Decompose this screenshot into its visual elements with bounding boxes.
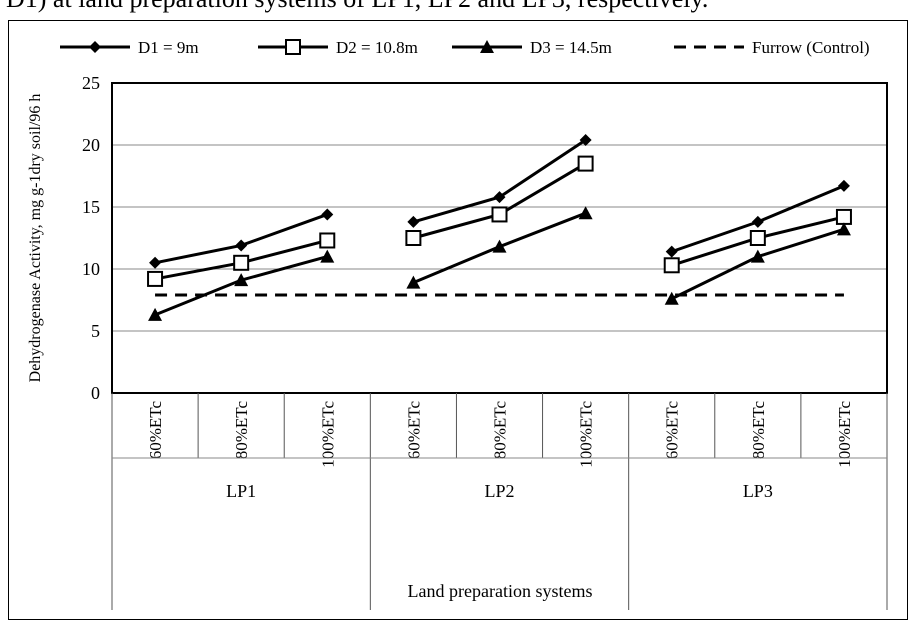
legend: D1 = 9m D2 = 10.8m D3 = 14.5m Furrow (Contr… xyxy=(60,38,870,57)
data-point xyxy=(579,134,592,147)
x-tick-label: 100%ETc xyxy=(835,401,854,468)
data-point xyxy=(235,239,248,252)
data-point xyxy=(751,215,764,228)
data-point xyxy=(493,191,506,204)
y-tick-label: 20 xyxy=(82,135,100,155)
group-label: LP2 xyxy=(484,481,514,501)
data-point xyxy=(663,257,680,274)
group-label: LP3 xyxy=(743,481,773,501)
data-point xyxy=(234,273,249,287)
x-tick-label: 100%ETc xyxy=(577,401,596,468)
data-point xyxy=(233,254,250,271)
series-3 xyxy=(148,206,851,321)
data-point xyxy=(664,291,679,305)
y-tick-label: 15 xyxy=(82,197,100,217)
gridlines xyxy=(112,144,887,332)
data-point xyxy=(320,249,335,263)
legend-label: D3 = 14.5m xyxy=(530,38,612,57)
legend-label: Furrow (Control) xyxy=(752,38,870,57)
legend-label: D2 = 10.8m xyxy=(336,38,418,57)
data-point xyxy=(149,256,162,269)
data-series xyxy=(147,134,852,321)
y-axis-label: Dehydrogenase Activity, mg g-1dry soil/9… xyxy=(27,94,44,383)
legend-marker xyxy=(480,40,494,53)
y-tick-label: 5 xyxy=(91,321,100,341)
x-axis-label: Land preparation systems xyxy=(408,581,593,601)
x-tick-label: 80%ETc xyxy=(232,401,251,460)
data-point xyxy=(837,179,850,192)
data-point xyxy=(406,275,421,289)
data-point xyxy=(491,206,508,223)
figure-caption: D1) at land preparation systems of LP1, … xyxy=(6,0,708,14)
y-tick-label: 25 xyxy=(82,73,100,93)
x-tick-label: 60%ETc xyxy=(663,401,682,460)
data-point xyxy=(577,155,594,172)
data-point xyxy=(665,245,678,258)
legend-item: D1 = 9m xyxy=(60,38,199,57)
legend-item: Furrow (Control) xyxy=(674,38,870,57)
x-tick-label: 60%ETc xyxy=(146,401,165,460)
data-point xyxy=(835,208,852,225)
plot-area-border xyxy=(111,82,888,394)
x-tick-label: 100%ETc xyxy=(318,401,337,468)
x-tick-label: 60%ETc xyxy=(404,401,423,460)
axes: 0 5 10 15 20 25 60%ETc 80%ETc 100%ETc 60%ETc 80%ET… xyxy=(82,73,888,610)
data-point xyxy=(148,307,163,321)
legend-marker xyxy=(285,39,301,55)
y-tick-label: 10 xyxy=(82,259,100,279)
x-tick-label: 80%ETc xyxy=(749,401,768,460)
y-tick-label: 0 xyxy=(91,383,100,403)
data-point xyxy=(750,249,765,263)
legend-label: D1 = 9m xyxy=(138,38,199,57)
data-point xyxy=(405,230,422,246)
data-point xyxy=(321,208,334,221)
series-2 xyxy=(147,155,852,287)
data-point xyxy=(836,222,851,236)
data-point xyxy=(147,270,164,287)
legend-marker xyxy=(89,41,101,53)
data-point xyxy=(578,206,593,220)
data-point xyxy=(492,239,507,253)
data-point xyxy=(407,215,420,228)
legend-item: D2 = 10.8m xyxy=(258,38,418,57)
series-1 xyxy=(149,134,850,269)
x-tick-label: 80%ETc xyxy=(491,401,510,460)
data-point xyxy=(319,232,336,249)
legend-item: D3 = 14.5m xyxy=(452,38,612,57)
data-point xyxy=(749,230,766,246)
group-label: LP1 xyxy=(226,481,256,501)
